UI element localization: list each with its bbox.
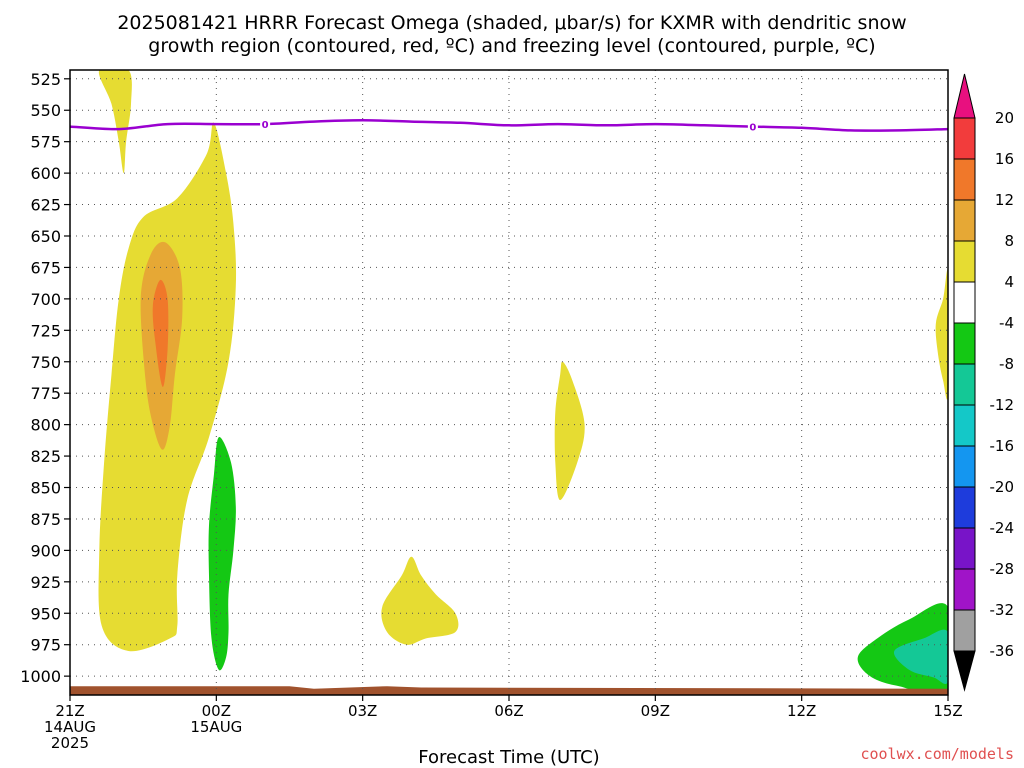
y-tick-label: 925 (30, 573, 61, 592)
colorbar-segment (953, 609, 976, 652)
colorbar-label: 16 (995, 150, 1014, 168)
colorbar-bottom-arrow (953, 650, 976, 692)
colorbar-label: 4 (1004, 273, 1014, 291)
freezing-label-bg (260, 117, 271, 132)
x-tick-label: 06Z (494, 702, 523, 720)
y-tick-label: 775 (30, 384, 61, 403)
colorbar-segment (953, 199, 976, 242)
chart-title-line-2: growth region (contoured, red, ºC) and f… (148, 35, 875, 57)
credit-text: coolwx.com/models (860, 745, 1014, 763)
omega-region-4 (381, 556, 459, 645)
y-tick-label: 850 (30, 479, 61, 498)
colorbar-label: -24 (990, 519, 1015, 537)
omega-region-7 (208, 437, 236, 671)
colorbar-label: 8 (1004, 232, 1014, 250)
y-tick-label: 700 (30, 290, 61, 309)
colorbar-label: -12 (990, 396, 1015, 414)
y-axis: 525 550 575 600 625 650 675 700 725 750 775 800 825 8… (20, 70, 70, 686)
colorbar-segment (953, 568, 976, 611)
omega-region-5 (554, 361, 585, 501)
omega-shading-layer (98, 70, 948, 695)
freezing-level-line (69, 119, 949, 132)
terrain-layer (70, 686, 948, 695)
colorbar-segment (953, 322, 976, 365)
y-tick-label: 1000 (20, 667, 61, 686)
omega-region-9 (893, 629, 948, 685)
colorbar-segment (953, 486, 976, 529)
colorbar-segment (953, 404, 976, 447)
x-tick-label: 09Z (641, 702, 670, 720)
freezing-level-label: 0 (262, 120, 269, 131)
y-tick-label: 625 (30, 196, 61, 215)
chart-title-line-1: 2025081421 HRRR Forecast Omega (shaded, … (117, 12, 906, 34)
y-tick-label: 950 (30, 604, 61, 623)
y-tick-label: 550 (30, 101, 61, 120)
freezing-level-label: 0 (749, 123, 756, 134)
x-tick-label: 12Z (787, 702, 816, 720)
x-tick-label: 15Z (933, 702, 962, 720)
y-tick-label: 875 (30, 510, 61, 529)
colorbar-segment (953, 281, 976, 324)
colorbar-segment (953, 445, 976, 488)
y-tick-label: 825 (30, 447, 61, 466)
x-tick-label: 03Z (348, 702, 377, 720)
colorbar-segment (953, 527, 976, 570)
colorbar-segment (953, 158, 976, 201)
colorbar-segment (953, 240, 976, 283)
y-tick-label: 975 (30, 636, 61, 655)
colorbar-label: 20 (995, 109, 1014, 127)
y-tick-label: 750 (30, 353, 61, 372)
colorbar: 20 16 12 8 4 -4 -8 -12 -16 -20 -24 -28 -32 -36 (953, 73, 1015, 692)
x-tick-label: 21Z 14AUG 2025 (44, 702, 96, 752)
omega-region-0 (98, 70, 132, 174)
y-tick-label: 650 (30, 227, 61, 246)
terrain-fill (70, 686, 948, 695)
y-tick-label: 600 (30, 164, 61, 183)
x-tick-label: 00Z 15AUG (190, 702, 242, 736)
colorbar-segment (953, 117, 976, 160)
colorbar-label: -32 (990, 601, 1015, 619)
y-tick-label: 800 (30, 416, 61, 435)
colorbar-label: -36 (990, 642, 1015, 660)
colorbar-label: -28 (990, 560, 1015, 578)
colorbar-label: -8 (999, 355, 1014, 373)
y-tick-label: 575 (30, 133, 61, 152)
x-axis-label: Forecast Time (UTC) (418, 747, 599, 768)
freezing-label-bg (747, 119, 758, 134)
y-tick-label: 725 (30, 321, 61, 340)
y-tick-label: 675 (30, 258, 61, 277)
omega-region-3 (152, 279, 169, 387)
colorbar-label: 12 (995, 191, 1014, 209)
colorbar-label: -16 (990, 437, 1015, 455)
omega-region-6 (935, 269, 948, 400)
x-axis: 21Z 14AUG 2025 00Z 15AUG 03Z 06Z 09Z 12Z 15Z (44, 695, 963, 752)
colorbar-top-arrow (953, 73, 976, 119)
y-tick-label: 900 (30, 541, 61, 560)
colorbar-segment (953, 363, 976, 406)
y-tick-label: 525 (30, 70, 61, 89)
colorbar-label: -20 (990, 478, 1015, 496)
colorbar-label: -4 (999, 314, 1014, 332)
